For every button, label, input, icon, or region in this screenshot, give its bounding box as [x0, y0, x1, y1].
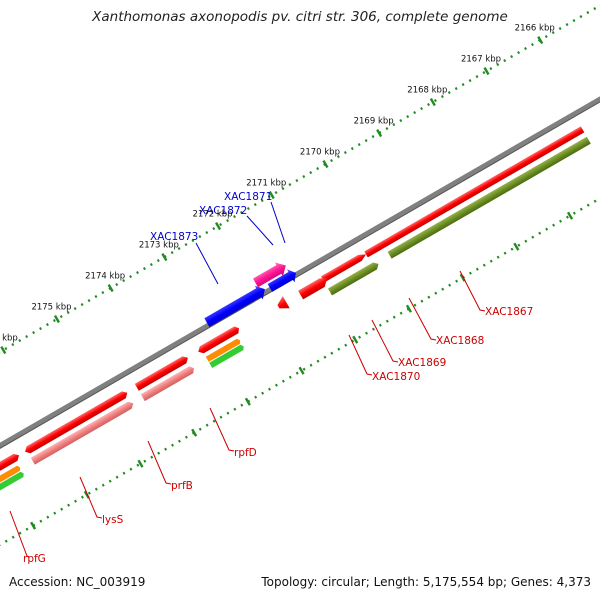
- label-prfb[interactable]: prfB: [171, 480, 193, 492]
- leader-xac1873: [195, 242, 219, 285]
- major-tick: [268, 191, 275, 200]
- rpfd-orange-feature[interactable]: [205, 338, 242, 362]
- tick-label: 2167 kbp: [461, 55, 501, 65]
- leader-xac1868: [408, 297, 437, 341]
- label-lyss[interactable]: lysS: [102, 514, 124, 526]
- gene-xac1872-arrow[interactable]: [266, 266, 299, 294]
- leader-prfb: [147, 440, 172, 485]
- label-xac1868[interactable]: XAC1868: [436, 335, 484, 347]
- major-tick: [137, 459, 144, 468]
- gene-xac1868-cds[interactable]: [320, 251, 368, 283]
- rpfg-green-feature[interactable]: [0, 471, 25, 523]
- label-rpfg[interactable]: rpfG: [23, 553, 46, 565]
- tick-label: 2166 kbp: [515, 24, 555, 34]
- tick-label: 2168 kbp: [407, 86, 447, 96]
- label-rpfd[interactable]: rpfD: [234, 447, 257, 459]
- label-xac1869[interactable]: XAC1869: [398, 357, 446, 369]
- major-ticks: [0, 36, 574, 530]
- label-leaders: [9, 201, 486, 558]
- major-tick: [161, 253, 168, 262]
- leader-xac1871: [270, 201, 286, 244]
- gene-xac1871-arrow[interactable]: [252, 259, 290, 290]
- major-tick: [298, 366, 305, 375]
- tick-label: 2173 kbp: [139, 241, 179, 251]
- gene-xac1867-cds[interactable]: [364, 126, 585, 258]
- leader-xac1872: [246, 215, 274, 246]
- major-tick: [566, 211, 574, 220]
- major-tick: [429, 98, 436, 107]
- tick-label: 2171 kbp: [246, 179, 286, 189]
- leader-rpfd: [209, 407, 235, 452]
- label-xac1872[interactable]: XAC1872: [199, 205, 247, 217]
- xac1867-olive-feature[interactable]: [387, 136, 591, 259]
- leader-rpfg: [9, 510, 30, 558]
- tick-labels: 2166 kbp 2167 kbp 2168 kbp 2169 kbp 2170 kbp…: [0, 24, 555, 344]
- major-tick: [53, 315, 61, 324]
- leader-xac1867: [459, 270, 486, 312]
- major-tick: [513, 242, 520, 251]
- major-tick: [537, 36, 544, 45]
- lyss-lightred-feature[interactable]: [30, 400, 135, 465]
- label-xac1867[interactable]: XAC1867: [485, 306, 533, 318]
- tick-label: 2174 kbp: [85, 272, 125, 282]
- genome-summary-text: Topology: circular; Length: 5,175,554 bp…: [261, 575, 591, 589]
- gene-xac1869-cds[interactable]: [298, 275, 330, 300]
- prfb-lightred-feature[interactable]: [140, 365, 196, 402]
- xac1868-olive-feature[interactable]: [327, 260, 380, 296]
- tick-label: 2176 kbp: [0, 334, 18, 344]
- leader-lyss: [79, 476, 103, 519]
- gene-prfb-cds[interactable]: [134, 354, 190, 391]
- genome-track-group: 2166 kbp 2167 kbp 2168 kbp 2169 kbp 2170 kbp…: [0, 0, 600, 555]
- major-tick: [322, 160, 329, 169]
- label-xac1873[interactable]: XAC1873: [150, 231, 198, 243]
- major-tick: [0, 346, 7, 355]
- major-tick: [215, 222, 222, 231]
- gene-xac1870-cds[interactable]: [275, 296, 290, 313]
- label-xac1870[interactable]: XAC1870: [372, 371, 420, 383]
- label-xac1871[interactable]: XAC1871: [224, 191, 272, 203]
- map-title: Xanthomonas axonopodis pv. citri str. 30…: [92, 9, 508, 25]
- major-tick: [244, 397, 251, 406]
- major-tick: [191, 428, 198, 437]
- tick-label: 2170 kbp: [300, 148, 340, 158]
- rpfg-orange-feature[interactable]: [0, 465, 22, 517]
- inner-tick-line: [0, 142, 600, 555]
- major-tick: [107, 284, 114, 293]
- major-tick: [376, 129, 383, 138]
- leader-xac1869: [371, 319, 399, 363]
- outer-tick-line: [0, 0, 600, 411]
- accession-text: Accession: NC_003919: [9, 575, 146, 589]
- rpfd-green-feature[interactable]: [209, 344, 245, 368]
- tick-label: 2169 kbp: [354, 117, 394, 127]
- major-tick: [405, 304, 412, 313]
- gene-xac1873-arrow[interactable]: [203, 282, 269, 329]
- major-tick: [459, 273, 466, 282]
- gene-lyss-cds[interactable]: [23, 389, 129, 455]
- leader-xac1870: [348, 334, 373, 376]
- tick-label: 2172 kbp: [193, 210, 233, 220]
- tick-label: 2175 kbp: [31, 303, 71, 313]
- gene-rpfd-cds[interactable]: [196, 325, 241, 355]
- gene-labels: XAC1871 XAC1872 XAC1873 XAC1867 XAC1868 …: [23, 191, 533, 565]
- major-tick: [352, 335, 359, 344]
- major-tick: [483, 67, 490, 76]
- major-tick: [30, 521, 37, 530]
